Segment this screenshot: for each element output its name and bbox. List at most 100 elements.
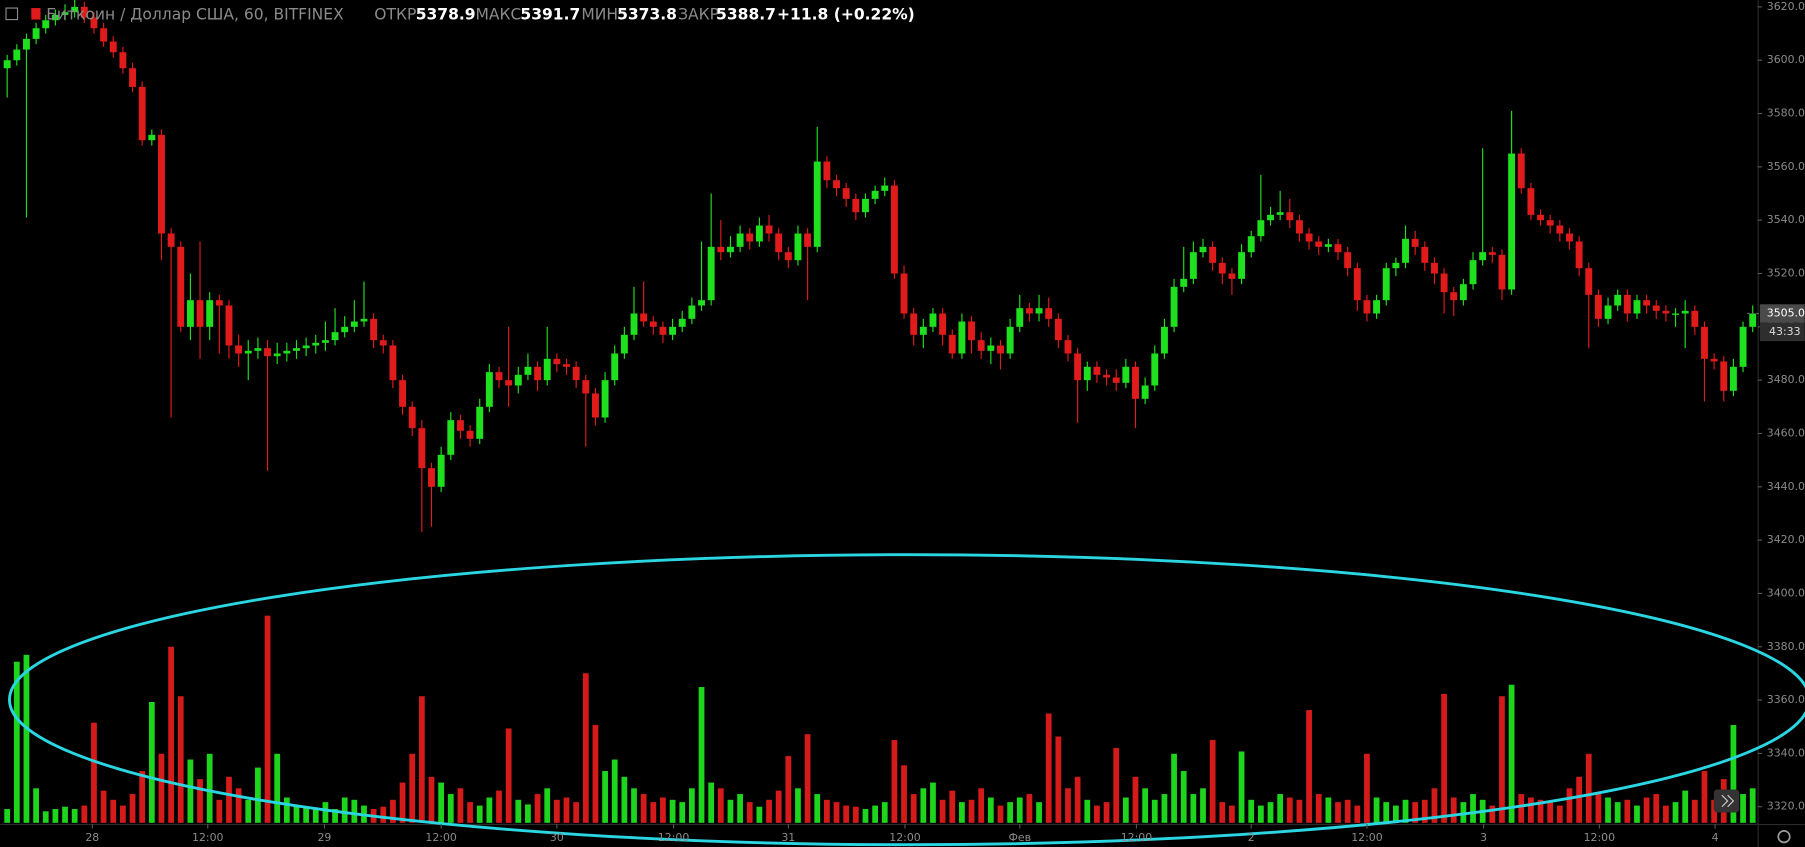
volume-bar [862,809,869,823]
volume-bar [312,809,319,823]
candle-body [1575,241,1583,269]
candle-body [765,225,773,234]
candle-body [1305,233,1313,242]
candle-body [1739,326,1747,367]
candle-body [534,366,542,381]
candle-body [1334,244,1342,253]
volume-bar [496,790,502,823]
candle-body [1402,238,1409,263]
volume-bar [602,771,608,823]
x-tick-label: Фев [1008,831,1031,844]
volume-bar [1171,753,1177,823]
volume-bar [785,756,792,823]
volume-bar [553,799,560,823]
volume-bar [1103,802,1110,823]
candle-body [1247,236,1255,253]
open-value: 5378.9 [416,5,476,23]
candle-body [1122,366,1130,383]
x-tick-label: 28 [85,831,99,844]
candle-body [148,134,156,141]
candle-body [794,233,802,261]
volume-bar [708,782,715,823]
volume-bar [71,809,78,823]
volume-bar [1470,794,1476,823]
candle-body [456,420,464,431]
candle-body [1276,212,1284,215]
volume-bar [1190,794,1197,823]
volume-bar [563,797,570,823]
candle-body [1324,244,1332,247]
symbol-icon [31,8,41,20]
y-tick-label: 3600.0 [1767,53,1805,66]
candle-body [900,273,908,314]
candle-body [1431,262,1438,274]
candle-body [871,190,879,199]
volume-bar [81,805,88,823]
candle-body [659,326,667,335]
volume-bar [901,765,907,823]
high-value: 5391.7 [520,5,580,23]
countdown-box [1759,322,1805,342]
low-label: МИН [581,5,618,23]
candle-body [591,393,599,418]
candle-body [1189,252,1197,279]
volume-bar [23,654,30,823]
candle-body [1527,188,1535,215]
volume-bar [1267,802,1274,823]
candle-body [129,68,136,87]
candle-body [466,430,474,439]
candle-body [707,246,715,301]
candle-body [958,321,966,354]
candle-body [1006,326,1014,354]
volume-bar [1315,794,1322,823]
volume-bar [795,788,801,823]
volume-bar [52,809,59,823]
volume-bar [689,788,695,823]
candle-body [61,12,69,15]
volume-bar [1094,805,1100,823]
candle-body [1479,252,1487,261]
settings-icon[interactable] [1777,830,1791,844]
candle-body [1267,214,1274,221]
x-tick-label: 12:00 [192,831,224,844]
volume-bar [255,767,261,823]
candle-body [1016,308,1024,327]
candle-body [775,233,783,253]
candle-body [601,380,609,418]
volume-bar [775,790,782,823]
gear[interactable] [1777,830,1791,844]
volume-bar [62,806,68,823]
candle-body [977,340,985,351]
volume-bar [1528,797,1534,823]
volume-bar [640,794,647,823]
volume-bar [1672,802,1679,823]
symbol[interactable]: Биткоин / Доллар США, 60, BITFINEX [46,5,344,23]
volume-bar [486,797,493,823]
candle-body [1652,305,1660,311]
scroll-button[interactable] [1713,789,1740,813]
candle-body [1151,353,1159,386]
volume-bar [264,615,271,823]
volume-bar [120,805,126,823]
volume-bar [1508,684,1515,823]
candle-body [1238,252,1246,279]
candle-body [563,364,570,367]
candle-body [678,318,686,327]
high-label: МАКС [476,5,522,23]
volume-bar [1161,794,1168,823]
candle-body [437,454,445,487]
scroll-right[interactable] [1713,789,1740,813]
candle-body [1614,294,1622,306]
volume-bar [476,805,483,823]
volume-bar [1730,725,1737,823]
menu-icon[interactable] [5,7,19,21]
candle-body [1132,366,1139,399]
volume-bar [245,799,252,823]
candle-body [1498,254,1506,290]
highlight-ellipse [8,553,1805,847]
candle-body [919,326,927,335]
volume-bar [1460,802,1467,823]
volume-bar [1229,805,1235,823]
volume-bar [833,802,840,823]
y-tick-label: 3560.0 [1767,160,1805,173]
